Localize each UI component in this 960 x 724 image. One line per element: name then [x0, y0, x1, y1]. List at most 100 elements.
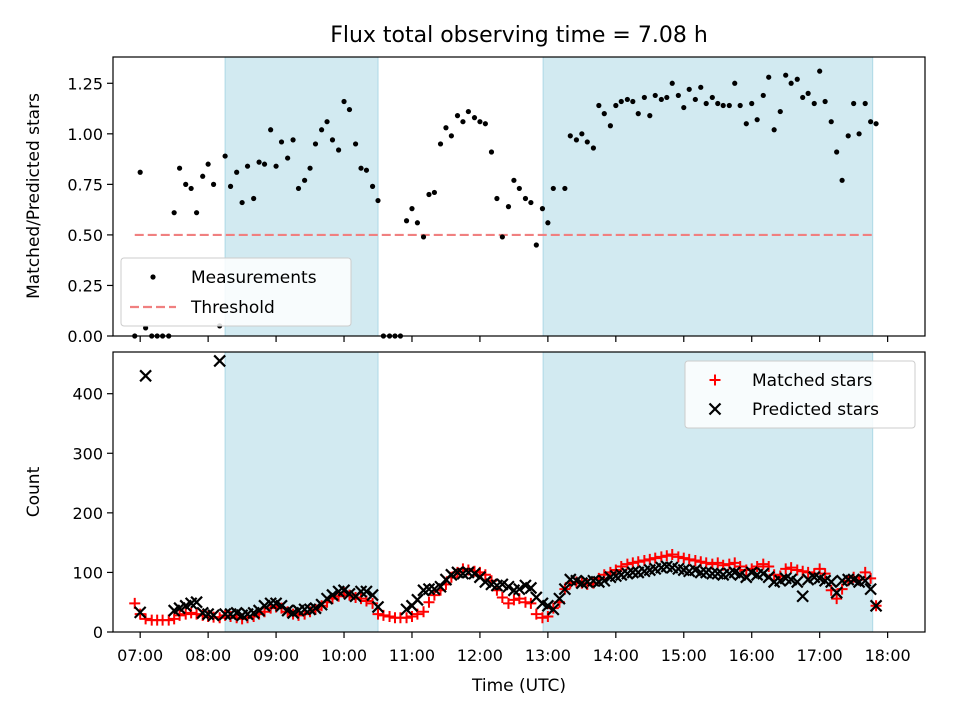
predicted-star-point: [790, 575, 804, 589]
measurement-point: [188, 185, 194, 192]
x-tick-label: 17:00: [797, 646, 843, 665]
measurement-point: [222, 153, 228, 159]
measurement-point: [268, 127, 274, 133]
measurement-point: [414, 220, 421, 226]
measurement-point: [273, 163, 279, 169]
predicted-star-point: [320, 592, 334, 605]
measurement-point: [754, 117, 760, 123]
measurement-point: [766, 74, 772, 80]
measurement-point: [494, 195, 500, 202]
predicted-star-point: [864, 582, 877, 596]
bottom-y-tick-label: 100: [72, 563, 103, 582]
measurement-point: [239, 199, 245, 206]
measurement-point: [465, 108, 471, 115]
matched-star-point: [712, 557, 724, 569]
predicted-star-point: [422, 582, 436, 596]
measurement-point: [307, 165, 313, 171]
measurement-point: [760, 92, 766, 99]
predicted-star-point: [218, 607, 232, 621]
measurement-point: [285, 155, 291, 161]
legend-matched-marker: [709, 374, 721, 386]
measurement-point: [630, 98, 636, 105]
measurement-point: [573, 137, 580, 143]
measurement-point: [290, 137, 296, 143]
matched-star-point: [689, 555, 701, 567]
matched-star-point: [367, 597, 379, 609]
bottom-axes: 0 100 200 300 400 07:00 08:00 09:00 10:00 11:00 12…: [72, 351, 926, 665]
matched-star-point: [672, 551, 684, 563]
measurement-point: [171, 210, 177, 216]
matched-star-point: [836, 583, 848, 595]
measurement-point: [686, 86, 692, 92]
measurement-point: [375, 197, 381, 204]
matched-star-point: [627, 557, 639, 569]
measurement-point: [516, 185, 522, 192]
measurement-points: [132, 68, 879, 339]
measurement-point: [369, 183, 376, 189]
measurement-point: [234, 169, 240, 175]
measurement-point: [443, 125, 449, 131]
matched-star-point: [536, 612, 548, 624]
top-y-axis-label: Matched/Predicted stars: [24, 93, 44, 299]
x-tick-label: 11:00: [389, 646, 435, 665]
measurement-point: [329, 137, 336, 143]
measurement-point: [607, 123, 613, 129]
top-plot-frame: [112, 56, 926, 337]
measurement-point: [652, 92, 658, 99]
x-tick-label: 18:00: [865, 646, 911, 665]
bottom-y-axis-label: Count: [24, 466, 44, 517]
x-tick-label: 12:00: [457, 646, 503, 665]
matched-star-point: [372, 608, 384, 620]
matched-star-point: [757, 558, 769, 570]
measurement-point: [783, 72, 789, 78]
measurement-point: [828, 119, 834, 125]
measurement-point: [522, 195, 529, 202]
measurement-point: [726, 102, 732, 109]
measurement-point: [545, 220, 551, 226]
bottom-panel: 0 100 200 300 400 07:00 08:00 09:00 10:00 11:00 12…: [24, 351, 926, 696]
measurement-point: [205, 161, 211, 167]
measurement-point: [868, 119, 874, 125]
predicted-star-point: [541, 599, 555, 613]
predicted-star-point: [190, 595, 203, 609]
x-tick-label: 09:00: [253, 646, 299, 665]
matched-star-point: [785, 562, 797, 574]
measurement-point: [771, 127, 777, 133]
matched-star-point: [525, 597, 537, 609]
measurement-point: [579, 131, 585, 137]
measurement-point: [482, 121, 488, 127]
predicted-star-point: [371, 600, 385, 614]
matched-star-point: [632, 556, 644, 568]
measurement-point: [647, 113, 653, 119]
measurement-point: [601, 111, 607, 117]
bottom-y-tick-label: 200: [72, 504, 103, 523]
measurement-point: [346, 106, 353, 113]
predicted-star-point: [694, 566, 708, 579]
measurement-point: [143, 325, 149, 331]
measurement-point: [675, 92, 681, 99]
measurement-point: [454, 113, 461, 119]
top-legend-box: [120, 257, 352, 327]
measurement-point: [539, 206, 546, 212]
measurement-point: [431, 189, 438, 196]
matched-star-point: [678, 552, 690, 564]
measurement-point: [749, 100, 755, 107]
predicted-star-point: [354, 585, 368, 598]
predicted-star-point: [139, 369, 152, 383]
measurement-point: [873, 121, 879, 127]
measurement-point: [822, 98, 828, 105]
matched-star-point: [134, 608, 146, 620]
measurement-point: [641, 94, 647, 101]
matched-star-point: [530, 608, 542, 620]
measurement-point: [658, 96, 664, 103]
measurement-point: [403, 218, 410, 224]
matched-star-point: [508, 594, 520, 606]
measurement-point: [448, 133, 454, 139]
measurement-point: [256, 159, 262, 165]
predicted-star-point: [360, 585, 373, 598]
measurement-point: [839, 177, 845, 183]
x-tick-label: 16:00: [729, 646, 775, 665]
measurement-point: [681, 104, 687, 111]
measurement-point: [528, 199, 534, 206]
measurement-point: [363, 167, 370, 173]
